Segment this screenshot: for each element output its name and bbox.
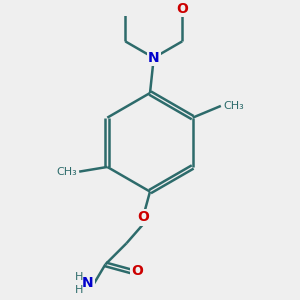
Text: O: O: [137, 210, 149, 224]
Text: CH₃: CH₃: [223, 101, 244, 111]
Text: N: N: [148, 51, 160, 65]
Text: H: H: [74, 272, 83, 282]
Text: N: N: [82, 276, 94, 290]
Text: O: O: [176, 2, 188, 16]
Text: CH₃: CH₃: [56, 167, 77, 177]
Text: O: O: [131, 264, 143, 278]
Text: H: H: [74, 285, 83, 295]
